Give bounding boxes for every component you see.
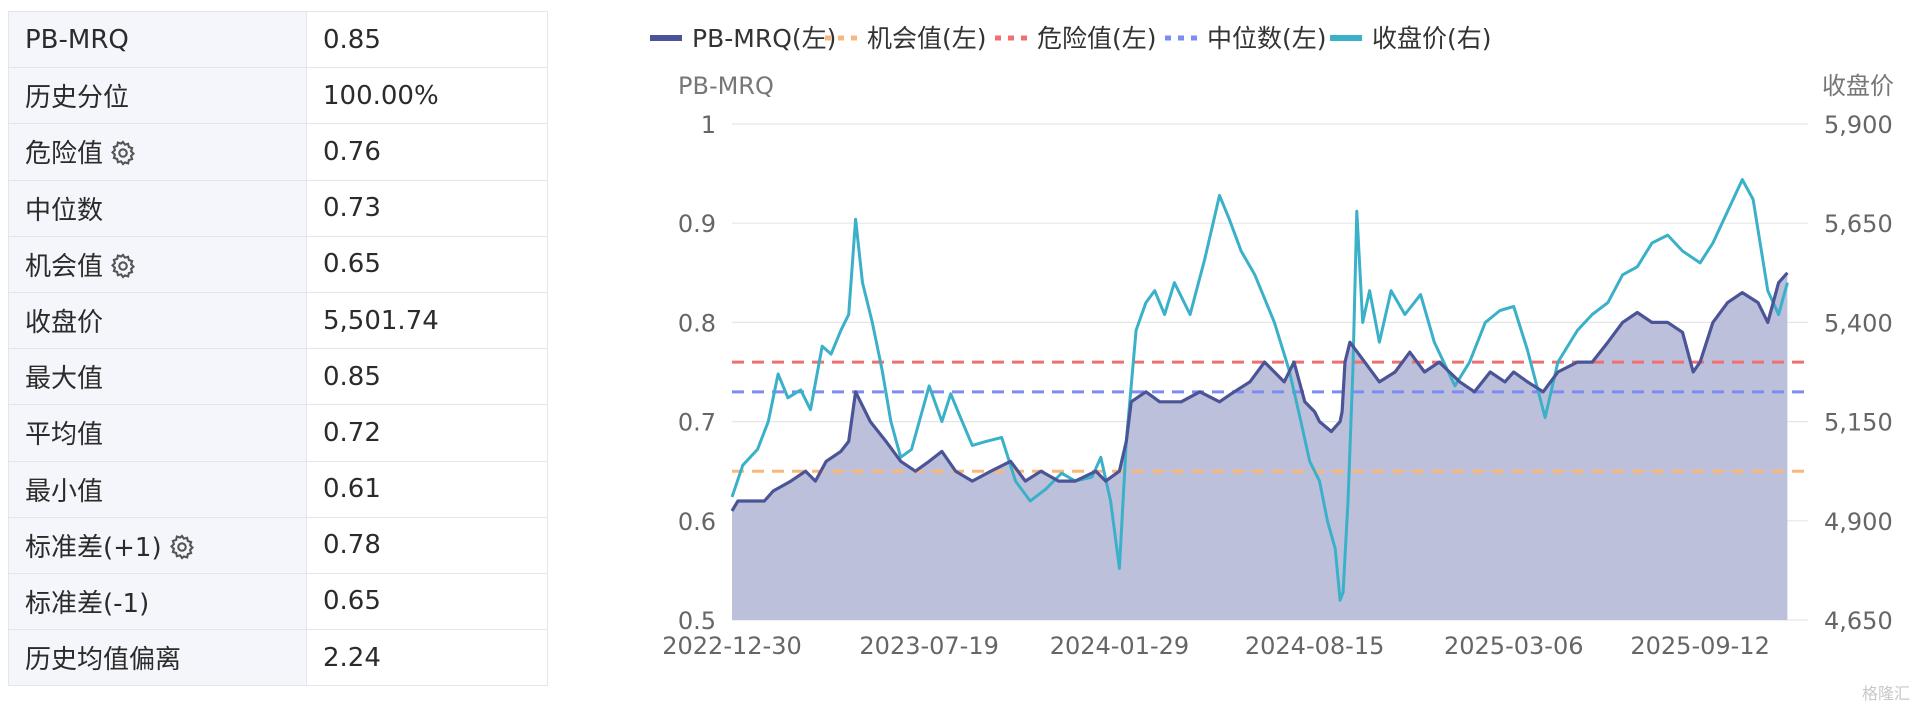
y-tick-right: 5,900 bbox=[1824, 111, 1893, 139]
stats-row: 平均值 0.72 bbox=[8, 404, 548, 462]
stats-row: 标准差(+1) 0.78 bbox=[8, 516, 548, 574]
legend-label: 危险值(左) bbox=[1037, 24, 1157, 53]
stats-table: PB-MRQ 0.85 历史分位 100.00% 危险值 0.76 中位数 0.73 机会值 0.… bbox=[8, 10, 548, 687]
stats-label-cell: 标准差(+1) bbox=[8, 516, 307, 574]
x-tick: 2025-09-12 bbox=[1630, 632, 1769, 660]
series-4-line bbox=[730, 178, 1789, 602]
y-ticks-right: 4,650 4,900 5,150 5,400 5,650 5,900 bbox=[1824, 111, 1893, 635]
stats-value: 5,501.74 bbox=[306, 291, 548, 350]
stats-label-cell: 收盘价 bbox=[8, 291, 307, 350]
stats-value: 0.72 bbox=[306, 404, 548, 462]
y-tick-left: 0.9 bbox=[678, 210, 716, 238]
legend-item: 中位数(左) bbox=[1165, 24, 1327, 53]
legend-item: 机会值(左) bbox=[825, 24, 987, 53]
stats-label-cell: PB-MRQ bbox=[8, 10, 307, 69]
stats-label: 最大值 bbox=[25, 364, 104, 395]
stats-label-cell: 机会值 bbox=[8, 235, 307, 293]
gear-icon[interactable] bbox=[109, 252, 137, 280]
y-tick-left: 0.5 bbox=[678, 607, 716, 635]
stats-value: 2.24 bbox=[306, 629, 548, 687]
stats-label: 最小值 bbox=[25, 476, 104, 507]
stats-label: 机会值 bbox=[25, 251, 104, 282]
y-tick-left: 0.6 bbox=[678, 508, 716, 536]
y-tick-left: 0.8 bbox=[678, 309, 716, 337]
y-axis-left-label: PB-MRQ bbox=[678, 72, 774, 100]
stats-value: 0.73 bbox=[306, 179, 548, 237]
legend-label: 中位数(左) bbox=[1207, 24, 1327, 53]
y-tick-left: 1 bbox=[701, 111, 716, 139]
y-tick-right: 5,650 bbox=[1824, 210, 1893, 238]
stats-label: PB-MRQ bbox=[25, 24, 129, 55]
legend-label: PB-MRQ(左) bbox=[692, 24, 836, 53]
x-tick: 2022-12-30 bbox=[662, 632, 801, 660]
stats-value: 0.78 bbox=[306, 516, 548, 574]
legend-item: PB-MRQ(左) bbox=[650, 24, 836, 53]
x-tick: 2024-01-29 bbox=[1050, 632, 1189, 660]
stats-row: 收盘价 5,501.74 bbox=[8, 291, 548, 350]
x-tick: 2024-08-15 bbox=[1245, 632, 1384, 660]
stats-value: 0.76 bbox=[306, 123, 548, 181]
legend-label: 收盘价(右) bbox=[1372, 24, 1492, 53]
series-0-line bbox=[730, 271, 1789, 512]
stats-label-cell: 最小值 bbox=[8, 460, 307, 518]
stats-row: 历史分位 100.00% bbox=[8, 67, 548, 125]
stats-label: 中位数 bbox=[25, 195, 104, 226]
stats-label: 历史均值偏离 bbox=[25, 645, 182, 676]
y-tick-left: 0.7 bbox=[678, 409, 716, 437]
stats-label-cell: 历史均值偏离 bbox=[8, 629, 307, 687]
gear-icon[interactable] bbox=[109, 139, 137, 167]
legend-label: 机会值(左) bbox=[867, 24, 987, 53]
x-ticks: 2022-12-30 2023-07-19 2024-01-29 2024-08-15… bbox=[662, 632, 1770, 660]
stats-label-cell: 标准差(-1) bbox=[8, 572, 307, 631]
chart-legend: PB-MRQ(左) 机会值(左) 危险值(左) 中位数(左) 收盘价(右) bbox=[650, 24, 1492, 53]
stats-label: 收盘价 bbox=[25, 308, 104, 339]
series-0-area bbox=[732, 272, 1788, 620]
stats-row: 中位数 0.73 bbox=[8, 179, 548, 237]
stats-body: PB-MRQ 0.85 历史分位 100.00% 危险值 0.76 中位数 0.73 机会值 0.… bbox=[8, 10, 548, 687]
pb-mrq-chart: PB-MRQ(左) 机会值(左) 危险值(左) 中位数(左) 收盘价(右) PB-MRQ… bbox=[650, 24, 1894, 660]
stats-label: 危险值 bbox=[25, 139, 104, 170]
series-lines bbox=[730, 178, 1789, 602]
legend-item: 收盘价(右) bbox=[1330, 24, 1492, 53]
x-tick: 2025-03-06 bbox=[1444, 632, 1583, 660]
stats-label: 平均值 bbox=[25, 420, 104, 451]
stats-value: 100.00% bbox=[306, 67, 548, 125]
stats-value: 0.85 bbox=[306, 348, 548, 406]
stats-value: 0.65 bbox=[306, 235, 548, 293]
stats-value: 0.65 bbox=[306, 572, 548, 631]
stats-label-cell: 最大值 bbox=[8, 348, 307, 406]
y-ticks-left: 0.5 0.6 0.7 0.8 0.9 1 bbox=[678, 111, 716, 635]
stats-value: 0.61 bbox=[306, 460, 548, 518]
stats-label-cell: 危险值 bbox=[8, 123, 307, 181]
stats-value: 0.85 bbox=[306, 10, 548, 69]
stats-row: 机会值 0.65 bbox=[8, 235, 548, 293]
pb-mrq-area bbox=[732, 272, 1788, 620]
x-tick: 2023-07-19 bbox=[859, 632, 998, 660]
stats-row: 历史均值偏离 2.24 bbox=[8, 629, 548, 687]
y-tick-right: 5,150 bbox=[1824, 409, 1893, 437]
y-tick-right: 4,900 bbox=[1824, 508, 1893, 536]
stats-row: PB-MRQ 0.85 bbox=[8, 10, 548, 69]
y-tick-right: 5,400 bbox=[1824, 309, 1893, 337]
stats-row: 最大值 0.85 bbox=[8, 348, 548, 406]
stats-label-cell: 历史分位 bbox=[8, 67, 307, 125]
watermark-text: 格隆汇 bbox=[1861, 684, 1910, 703]
stats-label: 历史分位 bbox=[25, 83, 130, 114]
stats-label-cell: 中位数 bbox=[8, 179, 307, 237]
stats-label: 标准差(-1) bbox=[25, 588, 150, 619]
y-axis-right-label: 收盘价 bbox=[1822, 72, 1894, 100]
stats-label: 标准差(+1) bbox=[25, 532, 162, 563]
stats-row: 标准差(-1) 0.65 bbox=[8, 572, 548, 631]
legend-item: 危险值(左) bbox=[995, 24, 1157, 53]
gear-icon[interactable] bbox=[168, 533, 196, 561]
stats-row: 危险值 0.76 bbox=[8, 123, 548, 181]
stats-label-cell: 平均值 bbox=[8, 404, 307, 462]
stats-row: 最小值 0.61 bbox=[8, 460, 548, 518]
y-tick-right: 4,650 bbox=[1824, 607, 1893, 635]
